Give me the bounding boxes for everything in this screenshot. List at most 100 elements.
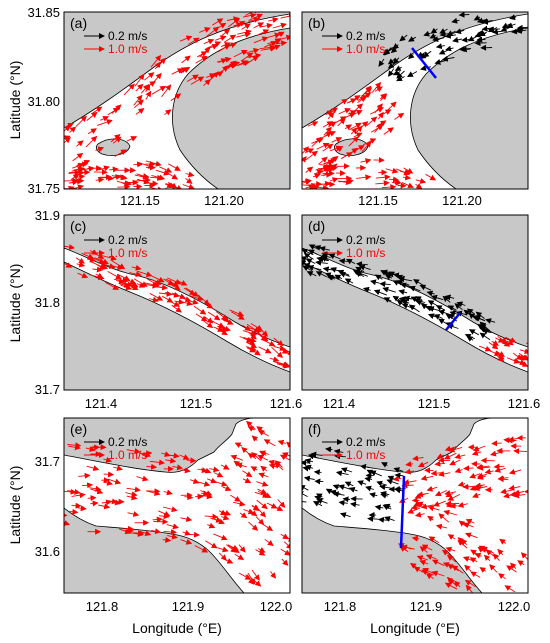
panel-d-arrows-red-vector [512,352,523,361]
panel-b-arrows-red-vector [346,98,357,104]
panel-b-arrows-red-vector [383,127,394,135]
panel-f-arrows-lower-vector [435,523,447,530]
panel-a-arrows-lower-vector [116,180,131,187]
panel-c-arrows [64,244,290,369]
panel-b-arrows-black-vector [458,45,472,52]
panel-b-arrows-black-vector [512,1,522,5]
panel-f-arrows-lower-vector [509,562,517,569]
panel-e-arrows-main-vector [151,528,162,535]
panel-a-arrows-vector [280,5,289,7]
x-axis-label-left: Longitude (°E) [132,620,222,636]
panel-e-arrows-main-vector [180,516,193,522]
panel-a-arrows-vector [228,18,241,28]
panel-a-arrows-vector [236,31,252,38]
panel-a-xtick-1: 121.15 [120,193,160,208]
panel-c-arrows-vector [92,266,103,273]
panel-b-arrows-black-vector [500,26,510,32]
panel-d-arrows-black-vector [381,269,392,276]
panel-a-arrows-vector [203,79,211,87]
panel-d-frame [301,214,529,391]
panel-c-arrows-vector [195,313,208,322]
panel-e-arrows-main-vector [179,454,190,460]
panel-a-arrows-vector [223,34,237,43]
panel-a-arrows-vector [110,133,121,143]
panel-a-arrows-vector [220,42,231,48]
panel-a-arrows-vector [248,16,261,23]
panel-e-arrows-main-vector [223,510,232,516]
panel-a-arrows-lower-vector [140,173,150,180]
panel-b-arrows-black-vector [392,69,401,76]
panel-f-arrows-black-vector [339,512,351,518]
panel-e-arrows-upper-vector [234,442,243,448]
panel-c-arrows-vector [131,264,142,271]
panel-d-xtick-2: 121.5 [418,396,451,411]
panel-f-arrows-red-vector [420,503,434,510]
panel-a-arrows-vector [241,23,251,30]
panel-f-arrows-red-vector [462,483,474,490]
panel-e-arrows-main-vector [119,528,132,535]
panel-d-arrows-black-vector [355,271,365,278]
panel-b-arrows-black-vector [441,55,455,62]
panel-b-arrows-lower-vector [317,166,332,173]
panel-f-arrows-lower-vector [497,548,504,556]
panel-a-arrows-vector [150,54,162,68]
x-axis-label-right: Longitude (°E) [370,620,460,636]
panel-e-arrows-main-vector [166,523,179,530]
panel-e-arrows-main-vector [242,470,253,478]
panel-b-arrows-lower-vector [406,191,416,194]
panel-a-arrows-vector [170,93,182,102]
panel-d-arrows-black-vector [398,276,413,283]
panel-c-arrows-vector [171,304,182,313]
panel-e-arrows-main-vector [242,477,252,483]
panel-a-arrows-lower-vector [68,179,79,186]
panel-f-arrows-red-vector [417,461,429,468]
panel-f-arrows-red-vector [447,493,461,501]
panel-c-arrows-vector [87,256,96,263]
panel-f-arrows-lower-vector [443,509,458,516]
panel-a-arrows-vector [123,83,135,96]
panel-a-arrows-vector [268,17,279,23]
panel-b-arrows-black-vector [387,61,397,69]
panel-e-arrows-main-vector [162,506,178,513]
panel-d-arrows-black-vector [308,249,318,256]
panel-e-legend-black-text: 0.2 m/s [108,435,147,449]
panel-f-arrows-black-vector [340,467,353,473]
panel-b-arrows-black-vector [423,30,431,37]
panel-e-arrows-main-vector [218,552,227,561]
panel-b-arrows-red-vector [302,146,309,155]
panel-f-arrows-lower-vector [447,534,456,540]
panel-e: (e) 0.2 m/s 1.0 m/s 31.7 31.6 121.8 121.… [35,417,292,614]
panel-e-arrows-main-vector [220,464,230,470]
panel-e-arrows-main-vector [257,547,266,553]
panel-f-arrows-red-vector [472,492,481,499]
panel-e-arrows-main-vector [257,488,268,495]
panel-f-arrows-black-vector [313,469,322,476]
panel-c-arrows-vector [216,311,229,321]
panel-b-legend-black-text: 0.2 m/s [346,29,385,43]
panel-d-arrows-black-vector [408,304,420,313]
panel-e-arrows-main-vector [163,529,177,535]
panel-d-xtick-1: 121.4 [323,396,356,411]
panel-d-arrows-black-vector [370,279,380,286]
panel-b-legend-red-text: 1.0 m/s [346,42,385,56]
panel-f-arrows-lower-vector [464,564,472,572]
panel-a-arrows-vector [221,28,231,36]
panel-e-arrows-main-vector [283,541,290,550]
panel-d-arrows-black-vector [306,271,317,277]
panel-b-arrows-red-vector [348,136,359,147]
panel-a-legend-black-text: 0.2 m/s [108,29,147,43]
panel-b-arrows-red-vector [316,142,330,150]
panel-d-arrows-black-vector [474,315,486,322]
panel-b-arrows-black [378,1,528,82]
panel-c-arrows-vector [242,330,258,337]
panel-f-arrows-lower-vector [506,565,517,573]
panel-c-arrows-vector [246,341,258,348]
panel-f-arrows-black-vector [365,485,375,492]
panel-f-arrows-black-vector [304,458,314,465]
panel-e-arrows-main-vector [251,504,260,512]
panel-b-arrows-red-vector [394,112,405,120]
panel-a-arrows-vector [100,116,110,122]
panel-a-arrows-lower-vector [164,182,174,188]
panel-f-arrows-lower-vector [438,513,450,523]
panel-b-arrows-red-vector [359,121,369,129]
